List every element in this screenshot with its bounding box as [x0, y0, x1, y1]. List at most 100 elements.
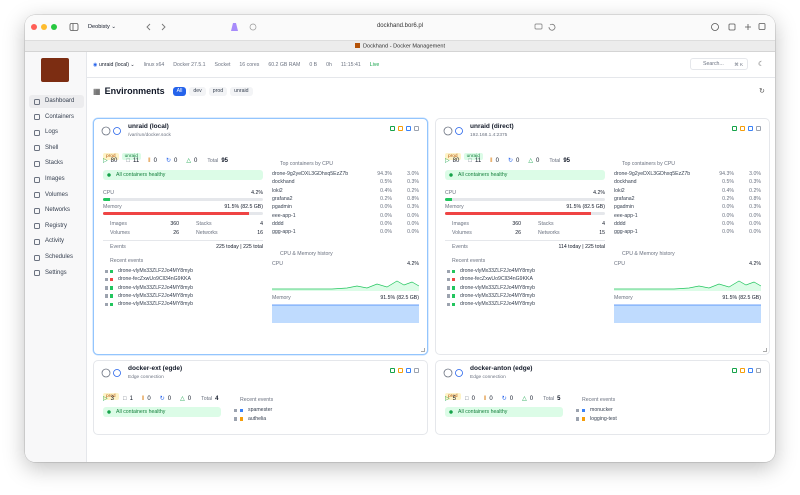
browser-toolbar: Deobisty ⌄ dockhand.bor6.pl	[25, 15, 775, 40]
volumes-label: Volumes	[452, 230, 472, 236]
nav-item[interactable]: Logs	[29, 126, 84, 139]
nav-label: Registry	[45, 222, 68, 229]
env-icons	[101, 126, 121, 136]
action-icon[interactable]	[406, 368, 411, 373]
profile-button[interactable]: Deobisty ⌄	[88, 24, 117, 30]
container-memory: 0.8%	[749, 195, 761, 202]
memory-bar	[445, 212, 592, 215]
status-count: 0	[194, 157, 198, 164]
action-icon[interactable]	[740, 368, 745, 373]
container-name: ggg-app-1	[272, 229, 296, 236]
search-box[interactable]: Search... ⌘ K	[690, 58, 748, 70]
action-icon[interactable]	[748, 126, 753, 131]
page-title: Environments	[104, 86, 165, 96]
filter-chip[interactable]: All	[172, 86, 187, 96]
nav-item[interactable]: Stacks	[29, 157, 84, 170]
container-name: loki2	[614, 187, 625, 194]
env-icons	[443, 368, 463, 378]
active-tab[interactable]: Dockhand - Docker Management	[325, 43, 475, 50]
images-count: 360	[170, 221, 179, 227]
status-icon: ‖	[141, 395, 145, 402]
filter-chip[interactable]: unraid	[230, 86, 253, 96]
logo-text: DOCKHAND	[44, 79, 66, 83]
container-cpu: 0.0%	[380, 229, 392, 236]
status-row: ▷ 5 □ 0 ‖ 0 ↻ 0 △ 0 Total 5	[445, 395, 560, 403]
nav-item[interactable]: Schedules	[29, 251, 84, 264]
nav-item[interactable]: Networks	[29, 204, 84, 217]
container-cpu: 0.0%	[380, 212, 392, 219]
memory-value: 91.5% (82.5 GB)	[566, 204, 605, 210]
action-icon[interactable]	[740, 126, 745, 131]
status-count: 5	[452, 395, 456, 402]
refresh-button[interactable]: ↻	[759, 88, 765, 95]
nav-item[interactable]: Images	[29, 173, 84, 186]
event-icon	[447, 294, 455, 298]
environment-card[interactable]: docker-anton (edge) Edge connection prod ▷ 5…	[435, 360, 770, 435]
container-name: eee-app-1	[614, 212, 638, 219]
networks-count: 16	[257, 230, 263, 236]
action-icon[interactable]	[756, 368, 761, 373]
theme-toggle[interactable]: ☾	[758, 61, 765, 68]
profile-name: Deobisty	[88, 24, 110, 30]
action-icon[interactable]	[398, 126, 403, 131]
env-selector[interactable]: ◉ unraid (local) ⌄	[93, 62, 135, 68]
environment-card[interactable]: docker-ext (egde) Edge connection prod ▷ 3 □ 1…	[93, 360, 428, 435]
status-count: 11	[132, 157, 140, 164]
nav-label: Images	[45, 176, 65, 182]
status-icon: ▷	[103, 396, 108, 402]
action-icon[interactable]	[398, 368, 403, 373]
tag-badge: unraid	[463, 153, 483, 160]
nav-item[interactable]: Volumes	[29, 189, 84, 202]
nav-label: Shell	[45, 144, 59, 151]
nav-label: Logs	[45, 129, 59, 136]
filter-chip[interactable]: prod	[208, 86, 228, 96]
action-icon[interactable]	[756, 126, 761, 131]
live-indicator: Live	[369, 62, 380, 68]
env-name: docker-ext (egde)	[128, 365, 183, 372]
nav-item[interactable]: Dashboard	[29, 95, 84, 108]
nav-icon	[34, 238, 40, 245]
action-icon[interactable]	[732, 368, 737, 373]
nav-label: Dashboard	[45, 98, 75, 104]
history-title: CPU & Memory history	[280, 251, 333, 257]
action-icon[interactable]	[414, 368, 419, 373]
nav-item[interactable]: Settings	[29, 267, 84, 280]
action-icon[interactable]	[414, 126, 419, 131]
env-address: Edge connection	[128, 375, 164, 380]
status-icon: ↻	[501, 396, 507, 402]
address-bar[interactable]: dockhand.bor6.pl	[376, 23, 424, 29]
status-count: 0	[147, 395, 151, 402]
status-count: 0	[174, 157, 178, 164]
environment-card[interactable]: unraid (direct) 192.168.1.4:2375 prod unrai…	[435, 118, 770, 355]
filter-chip[interactable]: dev	[189, 86, 206, 96]
action-icon[interactable]	[732, 126, 737, 131]
container-name: drone-9g2yeDXL3GDhxq5EzZ7b	[272, 171, 349, 177]
logo-image	[41, 58, 69, 82]
action-icon[interactable]	[390, 368, 395, 373]
nav-item[interactable]: Containers	[29, 111, 84, 124]
nav-item[interactable]: Shell	[29, 142, 84, 155]
action-icon[interactable]	[390, 126, 395, 131]
container-name: drone-9g2yeDXL3GDhxq5EzZ7b	[614, 171, 691, 177]
environment-card[interactable]: unraid (local) /var/run/docker.sock prod un…	[93, 118, 428, 355]
recent-event: drone-vlyMx33ZLF2Jo4MY8myb	[460, 292, 535, 299]
container-cpu: 94.3%	[377, 171, 392, 177]
sidebar: DOCKHAND Dashboard Containers Logs Shell Sta…	[25, 52, 87, 462]
nav-item[interactable]: Registry	[29, 220, 84, 233]
tab-title: Dockhand - Docker Management	[362, 43, 446, 50]
history-memory-label: Memory	[272, 295, 291, 301]
nav-icon	[34, 207, 40, 214]
container-name: pgadmin	[614, 204, 634, 211]
status-count: 0	[471, 395, 475, 402]
nav-item[interactable]: Activity	[29, 235, 84, 248]
tag-list: prod	[103, 384, 122, 402]
status-icon: □	[126, 157, 130, 164]
history-memory-value: 91.5% (82.5 GB)	[722, 295, 761, 301]
action-icon[interactable]	[748, 368, 753, 373]
env-name: unraid (direct)	[470, 123, 514, 130]
nav-icon	[34, 114, 40, 121]
action-icon[interactable]	[406, 126, 411, 131]
tab-strip: Dockhand - Docker Management	[25, 40, 775, 52]
container-cpu: 0.0%	[722, 220, 734, 227]
networks-count: 15	[599, 230, 605, 236]
